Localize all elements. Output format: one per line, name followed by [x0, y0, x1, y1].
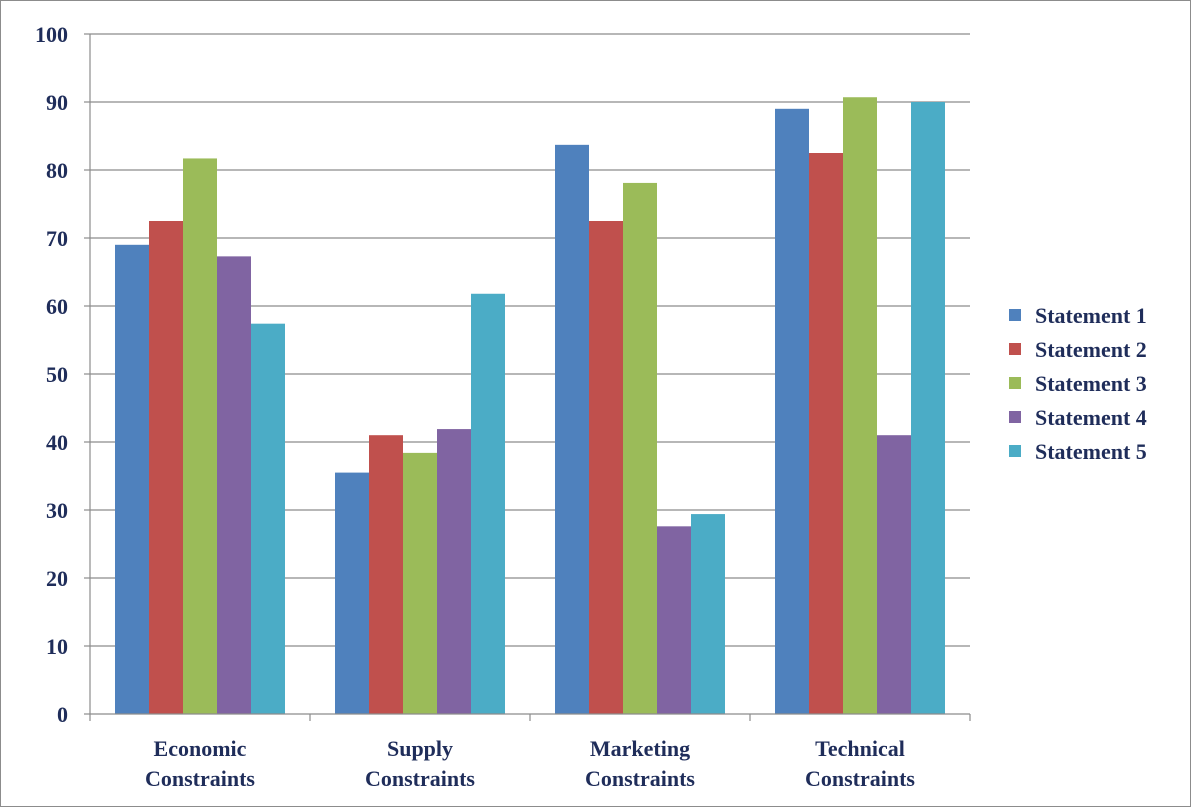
legend: Statement 1 Statement 2 Statement 3 Stateme…: [1009, 303, 1147, 464]
y-tick-label: 100: [35, 22, 68, 47]
bar: [403, 452, 437, 714]
x-category-label: Constraints: [585, 766, 695, 791]
y-tick-label: 80: [46, 158, 68, 183]
x-category-label: Constraints: [145, 766, 255, 791]
y-tick-label: 50: [46, 362, 68, 387]
x-category-label: Technical: [815, 736, 905, 761]
x-category-label: Constraints: [805, 766, 915, 791]
bar: [335, 472, 369, 714]
legend-swatch: [1009, 343, 1021, 355]
y-tick-label: 30: [46, 498, 68, 523]
legend-swatch: [1009, 377, 1021, 389]
y-tick-label: 40: [46, 430, 68, 455]
x-category-label: Economic: [154, 736, 247, 761]
bar: [623, 182, 657, 715]
y-tick-label: 90: [46, 90, 68, 115]
legend-label: Statement 3: [1035, 371, 1147, 396]
bar: [217, 256, 251, 714]
bar: [471, 293, 505, 714]
bar: [843, 97, 877, 715]
bar: [115, 244, 149, 715]
bar: [369, 435, 403, 714]
bar: [437, 429, 471, 714]
legend-swatch: [1009, 411, 1021, 423]
bar: [691, 514, 725, 714]
y-tick-label: 70: [46, 226, 68, 251]
bar: [589, 221, 623, 714]
x-category-labels: Economic Constraints Supply Constraints Mark…: [145, 736, 915, 791]
legend-swatch: [1009, 445, 1021, 457]
bar: [555, 144, 589, 715]
legend-label: Statement 1: [1035, 303, 1147, 328]
legend-label: Statement 2: [1035, 337, 1147, 362]
bar: [149, 221, 183, 714]
bar: [911, 102, 945, 714]
y-tick-label: 20: [46, 566, 68, 591]
bars: [115, 97, 945, 715]
y-tick-labels: 0 10 20 30 40 50 60 70 80 90 100: [35, 22, 68, 727]
x-category-label: Constraints: [365, 766, 475, 791]
x-category-label: Marketing: [590, 736, 690, 761]
bar: [775, 108, 809, 715]
legend-swatch: [1009, 309, 1021, 321]
bar: [251, 323, 285, 714]
y-tick-label: 60: [46, 294, 68, 319]
x-category-label: Supply: [387, 736, 453, 761]
axes: [84, 33, 971, 721]
bar: [657, 526, 691, 714]
bar: [877, 435, 911, 714]
legend-label: Statement 5: [1035, 439, 1147, 464]
bar: [809, 153, 843, 714]
y-tick-label: 0: [57, 702, 68, 727]
y-tick-label: 10: [46, 634, 68, 659]
bar: [183, 158, 217, 714]
legend-label: Statement 4: [1035, 405, 1147, 430]
